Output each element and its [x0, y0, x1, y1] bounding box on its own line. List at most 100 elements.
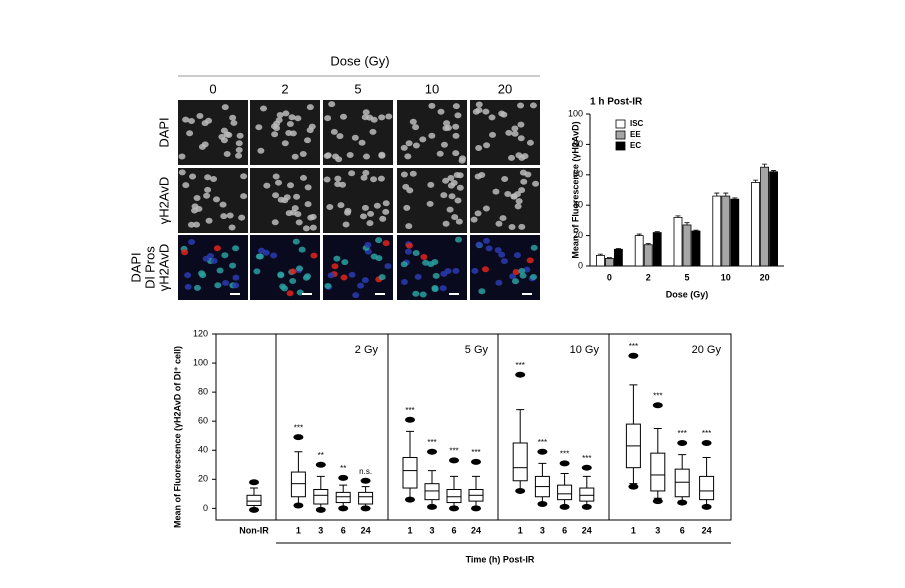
nucleus	[271, 219, 279, 226]
nucleus	[471, 267, 479, 274]
nucleus	[204, 174, 212, 181]
nucleus	[362, 169, 370, 176]
nucleus	[221, 104, 229, 111]
nucleus	[195, 205, 203, 212]
nucleus	[495, 279, 503, 286]
nucleus	[518, 268, 526, 275]
bar	[634, 235, 644, 267]
nucleus	[340, 274, 348, 281]
nucleus	[196, 113, 204, 120]
x-tick-label: 1	[631, 525, 636, 535]
bar	[596, 254, 605, 267]
nucleus	[406, 187, 414, 194]
nucleus	[382, 240, 390, 247]
row-label: DAPI	[128, 252, 143, 282]
panel-label: 5 Gy	[465, 344, 489, 356]
nucleus	[475, 101, 483, 108]
nucleus	[512, 269, 520, 276]
y-tick-label: 40	[573, 200, 583, 210]
legend-swatch	[615, 141, 626, 151]
nucleus	[442, 220, 450, 227]
nucleus	[229, 262, 237, 269]
nucleus	[375, 237, 383, 244]
y-tick-label: 0	[578, 260, 583, 270]
dose-label: 0	[209, 81, 216, 96]
nucleus	[475, 107, 483, 114]
nucleus	[375, 255, 383, 262]
x-tick-label: 6	[562, 525, 567, 535]
nucleus	[361, 277, 369, 284]
error-bar	[615, 248, 621, 250]
nucleus	[432, 272, 440, 279]
box	[335, 491, 351, 504]
whisker	[538, 462, 547, 477]
y-axis-label: Mean of Fluorescence (γH2AvD)	[570, 121, 580, 258]
nucleus	[530, 273, 538, 280]
nucleus	[451, 214, 459, 221]
outlier	[315, 461, 326, 468]
nucleus	[283, 194, 291, 201]
nucleus	[452, 150, 460, 157]
significance: **	[318, 451, 324, 460]
bar	[605, 257, 614, 267]
significance: ***	[294, 423, 303, 432]
error-bar	[597, 253, 603, 256]
nucleus	[344, 209, 352, 216]
y-tick-label: 120	[193, 328, 208, 338]
nucleus	[189, 173, 197, 180]
nucleus	[377, 175, 385, 182]
nucleus	[328, 101, 336, 108]
nucleus	[282, 110, 290, 117]
nucleus	[384, 263, 392, 270]
nucleus	[303, 273, 311, 280]
nucleus	[475, 241, 483, 248]
nucleus	[358, 139, 366, 146]
x-tick-label: 3	[429, 525, 434, 535]
significance: ***	[629, 342, 638, 351]
nucleus	[520, 178, 528, 185]
nucleus	[452, 123, 460, 130]
box	[650, 452, 666, 492]
nucleus	[184, 283, 192, 290]
nucleus	[455, 236, 463, 243]
outlier	[471, 505, 481, 512]
x-tick-label: 24	[702, 525, 712, 535]
box	[579, 487, 595, 502]
outlier	[338, 505, 349, 512]
bar	[712, 195, 722, 267]
box	[674, 468, 690, 498]
nucleus	[336, 133, 344, 140]
error-bar	[753, 179, 759, 183]
nucleus	[255, 124, 263, 131]
error-bar	[606, 257, 612, 259]
nucleus	[448, 193, 456, 200]
nucleus	[452, 132, 460, 139]
nucleus	[382, 208, 390, 215]
nucleus	[519, 272, 527, 279]
nucleus	[229, 114, 237, 121]
nucleus	[257, 147, 265, 154]
nucleus	[291, 153, 299, 160]
nucleus	[289, 268, 297, 275]
outlier	[559, 503, 570, 510]
nucleus	[400, 278, 408, 285]
nucleus	[220, 127, 228, 134]
nucleus	[222, 279, 230, 286]
dose-label: 5	[354, 81, 361, 96]
x-tick-label: 0	[607, 272, 612, 282]
nucleus	[348, 271, 356, 278]
nucleus	[181, 249, 189, 256]
y-tick-label: 20	[573, 230, 583, 240]
whisker	[472, 475, 480, 490]
nucleus	[400, 171, 408, 178]
nucleus	[470, 216, 478, 223]
nucleus	[500, 258, 508, 265]
nucleus	[337, 202, 345, 209]
micrograph-tile	[178, 235, 248, 300]
outlier	[449, 505, 459, 512]
nucleus	[456, 172, 464, 179]
nucleus	[370, 176, 378, 183]
nucleus	[260, 105, 268, 112]
x-tick-label: 1	[296, 525, 301, 535]
box	[512, 442, 528, 482]
